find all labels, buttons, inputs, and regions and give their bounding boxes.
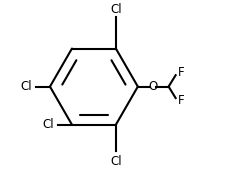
Text: Cl: Cl	[43, 118, 54, 131]
Text: O: O	[147, 80, 157, 93]
Text: F: F	[177, 94, 184, 107]
Text: F: F	[177, 66, 184, 79]
Text: Cl: Cl	[21, 80, 32, 93]
Text: Cl: Cl	[110, 3, 121, 16]
Text: Cl: Cl	[110, 155, 121, 167]
